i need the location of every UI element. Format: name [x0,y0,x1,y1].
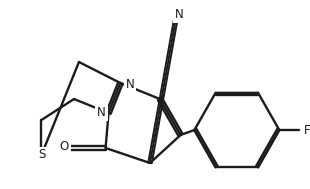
Text: F: F [303,123,310,136]
Text: S: S [38,149,45,161]
Text: N: N [97,106,106,119]
Text: O: O [60,140,69,153]
Text: N: N [175,9,184,22]
Text: N: N [126,78,135,91]
